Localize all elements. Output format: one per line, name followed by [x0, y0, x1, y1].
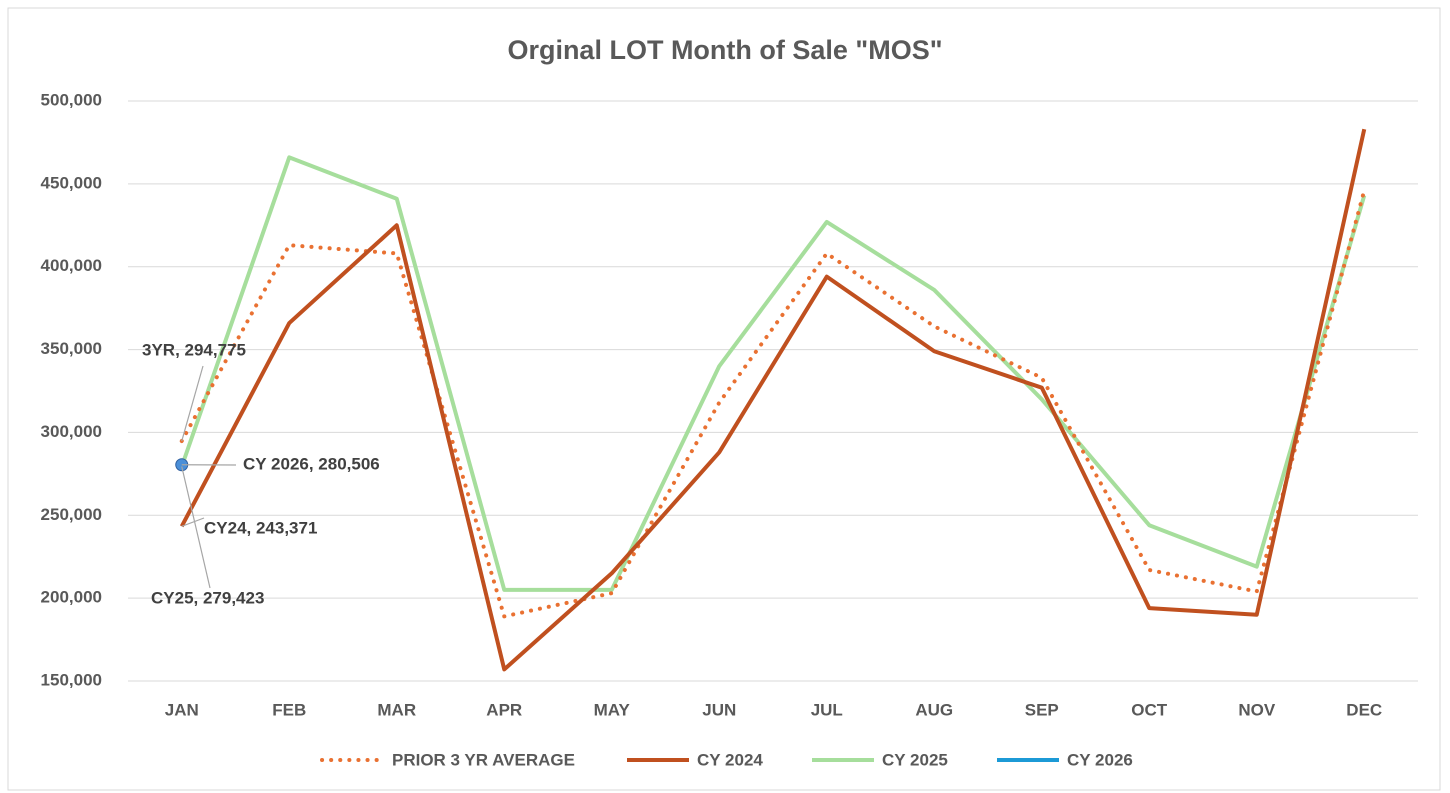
series-line	[179, 128, 1367, 672]
leader-line	[181, 365, 204, 442]
x-tick-label: OCT	[1131, 700, 1168, 719]
x-tick-label: JAN	[165, 700, 199, 719]
y-tick-label: 350,000	[41, 339, 102, 358]
legend-label: PRIOR 3 YR AVERAGE	[392, 750, 575, 769]
x-tick-label: SEP	[1025, 700, 1059, 719]
y-tick-label: 150,000	[41, 670, 102, 689]
x-tick-label: APR	[486, 700, 522, 719]
x-tick-label: NOV	[1238, 700, 1276, 719]
data-label: 3YR, 294,775	[142, 340, 246, 359]
y-tick-label: 200,000	[41, 588, 102, 607]
data-label: CY24, 243,371	[204, 518, 317, 537]
y-tick-label: 450,000	[41, 173, 102, 192]
y-tick-label: 400,000	[41, 256, 102, 275]
x-tick-label: FEB	[272, 700, 306, 719]
y-tick-label: 250,000	[41, 505, 102, 524]
x-tick-label: JUN	[702, 700, 736, 719]
leader-line	[181, 466, 211, 589]
series-line	[179, 155, 1367, 592]
x-tick-label: AUG	[915, 700, 953, 719]
legend-label: CY 2026	[1067, 750, 1133, 769]
y-tick-label: 500,000	[41, 90, 102, 109]
leader-line	[181, 517, 205, 527]
y-tick-label: 300,000	[41, 422, 102, 441]
x-tick-label: JUL	[811, 700, 843, 719]
chart-frame	[7, 7, 1441, 791]
data-label: CY25, 279,423	[151, 588, 264, 607]
data-label: CY 2026, 280,506	[243, 454, 380, 473]
chart-title: Orginal LOT Month of Sale "MOS"	[507, 35, 942, 65]
legend-label: CY 2024	[697, 750, 763, 769]
legend-label: CY 2025	[882, 750, 948, 769]
x-tick-label: MAY	[594, 700, 631, 719]
x-tick-label: MAR	[377, 700, 416, 719]
series-line	[179, 188, 1367, 619]
x-tick-label: DEC	[1346, 700, 1382, 719]
